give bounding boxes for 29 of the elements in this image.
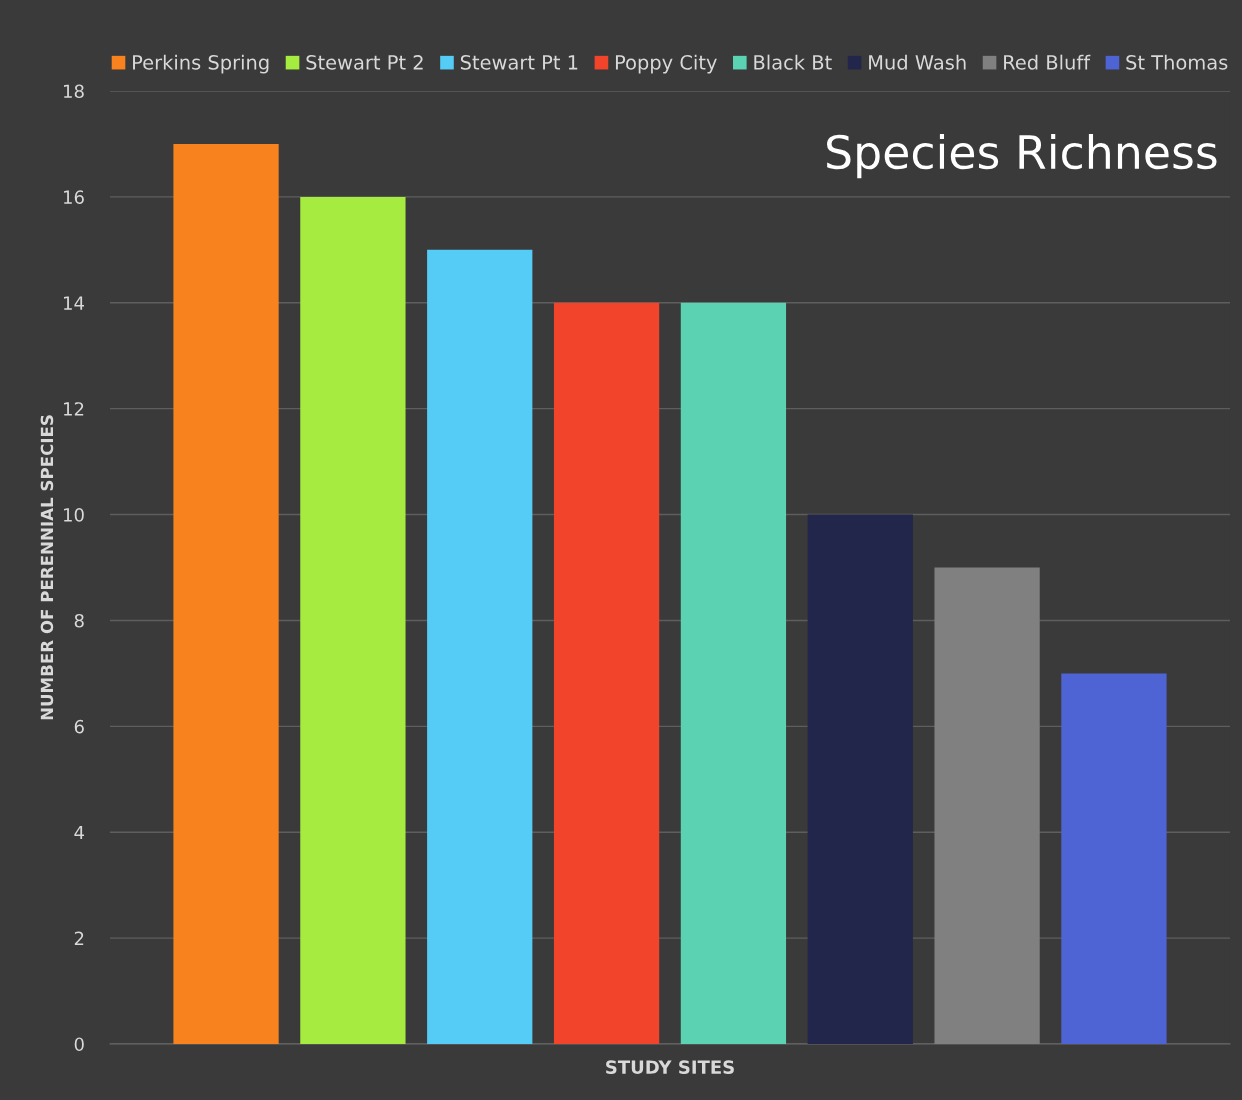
legend-label: Perkins Spring [133, 54, 269, 74]
y-tick-label: 2 [74, 931, 84, 945]
bar [553, 302, 660, 1044]
bar [807, 514, 913, 1044]
x-axis-title: STUDY SITES [606, 1060, 734, 1074]
bar [173, 143, 279, 1044]
y-tick-label: 18 [64, 84, 84, 99]
legend-label: Stewart Pt 1 [460, 55, 578, 70]
legend-label: Black Bt [754, 54, 832, 70]
y-tick-label: 16 [64, 190, 84, 205]
legend-label: Mud Wash [869, 54, 966, 70]
y-axis-title: NUMBER OF PERENNIAL SPECIES [40, 415, 54, 720]
bar [1061, 673, 1167, 1044]
legend-label: St Thomas [1126, 54, 1228, 70]
legend-label: Red Bluff [1004, 54, 1091, 70]
y-tick-label: 4 [74, 825, 84, 840]
y-tick-label: 6 [74, 719, 84, 734]
bar [680, 302, 787, 1044]
y-tick-label: 14 [64, 296, 84, 310]
y-tick-label: 0 [74, 1037, 84, 1052]
bar [427, 249, 533, 1044]
y-tick-label: 12 [64, 402, 84, 416]
bar [934, 567, 1040, 1044]
legend-label: Poppy City [615, 54, 717, 74]
y-tick-label: 8 [74, 613, 84, 628]
bar [300, 196, 406, 1044]
text: Species Richness [827, 133, 1217, 179]
legend-label: Stewart Pt 2 [306, 55, 423, 70]
y-tick-label: 10 [64, 508, 84, 522]
